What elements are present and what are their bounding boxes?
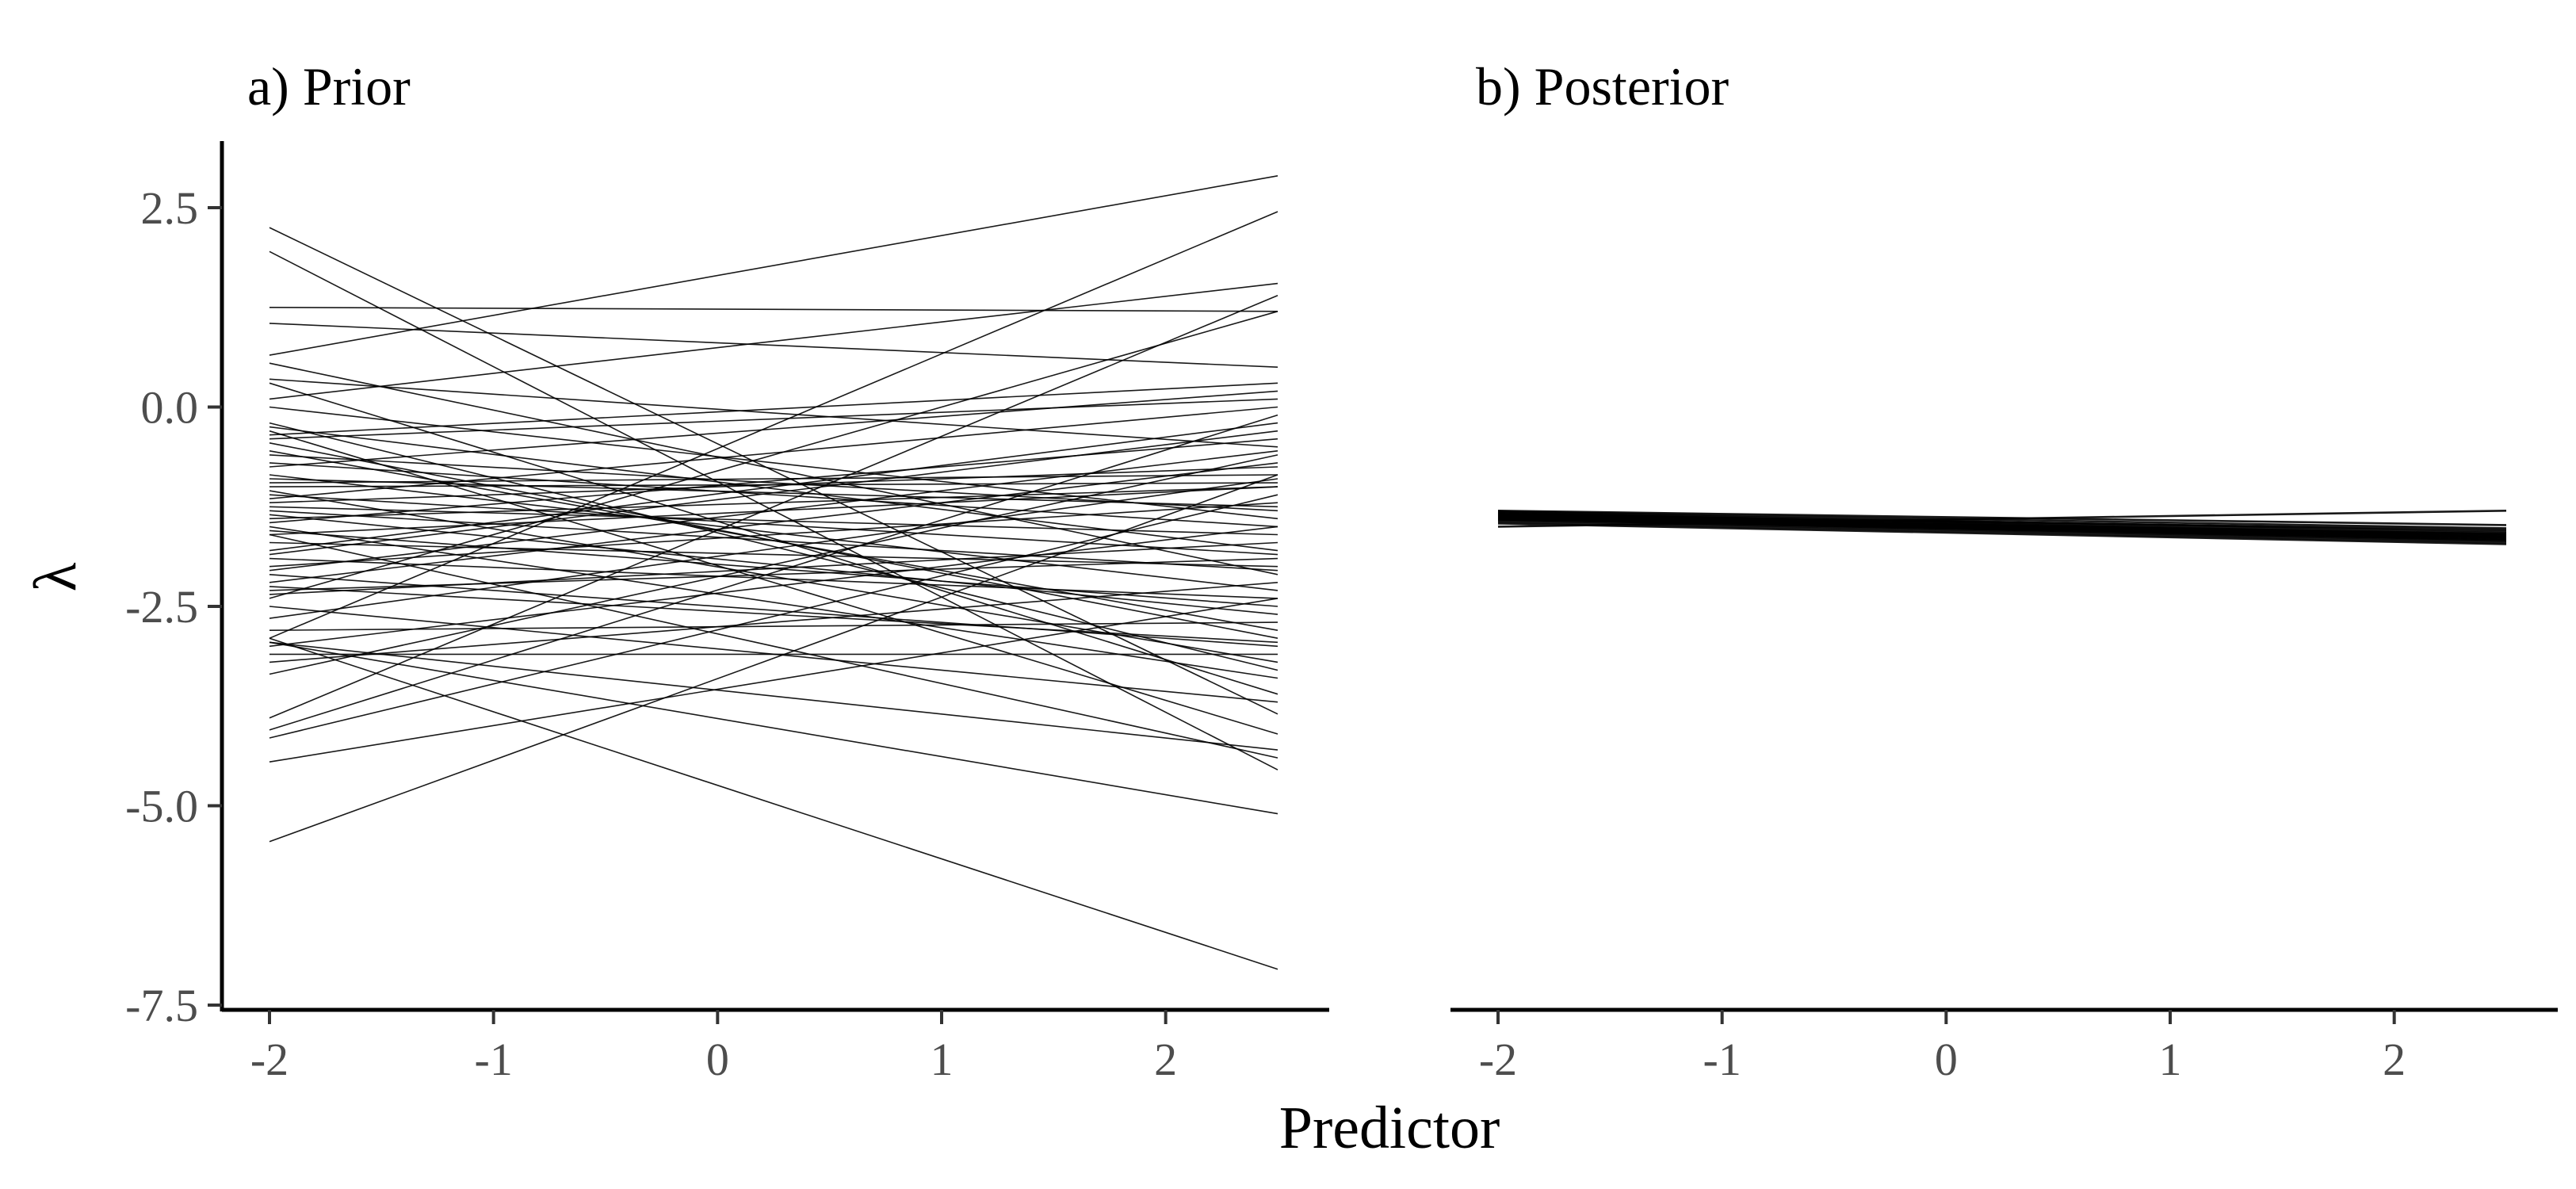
prior-series-line <box>269 306 1278 312</box>
prior-series-line <box>269 430 1278 735</box>
prior-series-line <box>269 526 1278 679</box>
posterior-x-tick-label: 1 <box>2159 1034 2182 1085</box>
prior-series-line <box>269 175 1278 356</box>
prior-series-line <box>269 474 1278 843</box>
prior-y-tick-label: -2.5 <box>125 581 198 633</box>
prior-y-tick-label: -5.0 <box>125 781 198 832</box>
prior-series-line <box>269 211 1278 639</box>
prior-x-ticks: -2 -1 0 1 2 <box>250 1010 1177 1085</box>
prior-series-line <box>269 378 1278 448</box>
prior-y-ticks: 2.5 0.0 -2.5 -5.0 -7.5 <box>125 182 222 1031</box>
prior-series-line <box>269 362 1278 575</box>
prior-series-line <box>269 641 1278 815</box>
prior-y-tick-label: 0.0 <box>141 382 199 434</box>
prior-x-tick-label: -1 <box>475 1034 513 1085</box>
prior-series-line <box>269 502 1278 568</box>
prior-series-line <box>269 294 1278 719</box>
prior-series-line <box>269 641 1278 751</box>
prior-panel: a) Prior 2.5 0.0 -2.5 -5.0 -7.5 -2 -1 0 1 2 λ <box>22 56 1329 1085</box>
prior-series-line <box>269 382 1278 436</box>
prior-series-line <box>269 582 1278 663</box>
posterior-x-ticks: -2 -1 0 1 2 <box>1479 1010 2406 1085</box>
prior-series-line <box>269 586 1278 644</box>
prior-series-line <box>269 422 1278 552</box>
prior-x-tick-label: 2 <box>1154 1034 1177 1085</box>
prior-series-line <box>269 510 1278 572</box>
prior-series-line <box>269 466 1278 503</box>
prior-series-line <box>269 486 1278 520</box>
posterior-series-line <box>1497 510 2507 528</box>
prior-series-line <box>269 621 1278 631</box>
prior-x-tick-label: 1 <box>931 1034 954 1085</box>
posterior-x-tick-label: -2 <box>1479 1034 1517 1085</box>
prior-series-line <box>269 598 1278 763</box>
prior-series-line <box>269 474 1278 591</box>
posterior-panel-title: b) Posterior <box>1476 56 1729 117</box>
posterior-series-line <box>1497 514 2507 531</box>
x-axis-title: Predictor <box>1279 1095 1500 1161</box>
prior-series-line <box>269 557 1278 599</box>
prior-x-tick-label: 0 <box>706 1034 729 1085</box>
prior-series-line <box>269 323 1278 368</box>
prior-series-line <box>269 506 1278 536</box>
prior-series-line <box>269 382 1278 695</box>
prior-series-line <box>269 462 1278 528</box>
prior-series-line <box>269 282 1278 400</box>
prior-series-line <box>269 406 1278 520</box>
prior-series-line <box>269 557 1278 591</box>
prior-panel-title: a) Prior <box>247 56 411 117</box>
posterior-panel: b) Posterior -2 -1 0 1 2 <box>1450 56 2558 1085</box>
prior-series-line <box>269 390 1278 468</box>
prior-series-line <box>269 637 1278 970</box>
posterior-series-line <box>1497 510 2507 530</box>
posterior-x-tick-label: 0 <box>1935 1034 1958 1085</box>
prior-series-line <box>269 450 1278 572</box>
prior-series-line <box>269 462 1278 583</box>
prior-series-line <box>269 398 1278 440</box>
prior-series-line <box>269 541 1278 568</box>
prior-y-tick-label: -7.5 <box>125 980 198 1031</box>
prior-series-line <box>269 478 1278 508</box>
posterior-series-line <box>1497 522 2507 545</box>
prior-y-tick-label: 2.5 <box>141 182 199 234</box>
prior-series-line <box>269 414 1278 731</box>
posterior-series-line <box>1497 518 2507 538</box>
prior-series-line <box>269 494 1278 556</box>
prior-x-tick-label: -2 <box>250 1034 289 1085</box>
prior-series-line <box>269 526 1278 648</box>
prior-lines-group <box>269 175 1278 970</box>
posterior-series-line <box>1497 516 2507 535</box>
prior-series-line <box>269 422 1278 671</box>
prior-series-line <box>269 530 1278 607</box>
posterior-series-line <box>1497 521 2507 544</box>
posterior-x-tick-label: 2 <box>2383 1034 2406 1085</box>
prior-series-line <box>269 438 1278 524</box>
posterior-lines-group <box>1497 510 2507 545</box>
posterior-x-tick-label: -1 <box>1703 1034 1741 1085</box>
y-axis-title: λ <box>22 562 89 591</box>
prior-series-line <box>269 533 1278 759</box>
prior-series-line <box>269 574 1278 648</box>
